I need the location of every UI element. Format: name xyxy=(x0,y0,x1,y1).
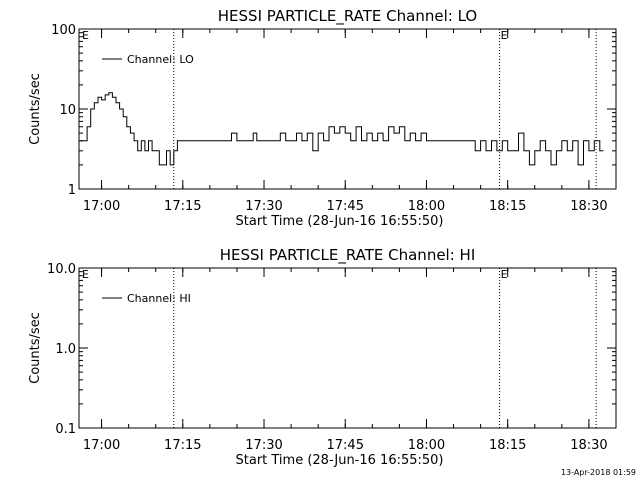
x-tick-label: 17:45 xyxy=(327,199,364,214)
y-tick-label: 100 xyxy=(51,23,76,38)
x-tick-label: 18:15 xyxy=(489,199,526,214)
y-tick-label: 1 xyxy=(68,183,76,198)
y-axis-label: Counts/sec xyxy=(28,73,43,145)
x-tick-label: 17:45 xyxy=(327,438,364,453)
x-tick-label: 17:15 xyxy=(164,199,201,214)
y-tick-label: 0.1 xyxy=(55,422,76,437)
x-axis-label: Start Time (28-Jun-16 16:55:50) xyxy=(236,453,444,468)
y-tick-label: 10 xyxy=(59,103,76,118)
event-marker-label: E xyxy=(501,268,508,281)
y-tick-label: 10.0 xyxy=(47,262,76,277)
corner-marker-label: E xyxy=(82,29,89,42)
x-axis-label: Start Time (28-Jun-16 16:55:50) xyxy=(236,214,444,229)
x-tick-label: 18:30 xyxy=(570,199,607,214)
chart-panel-2: HESSI PARTICLE_RATE Channel: HI 0.1 1.0 10.… xyxy=(28,246,617,468)
x-tick-label: 17:30 xyxy=(245,438,282,453)
y-tick-label: 1.0 xyxy=(55,342,76,357)
x-tick-label: 18:00 xyxy=(408,438,445,453)
chart-panel-1: HESSI PARTICLE_RATE Channel: LO 1 10 100 Cou… xyxy=(28,7,617,229)
footer-timestamp: 13-Apr-2018 01:59 xyxy=(561,468,636,477)
x-tick-label: 17:30 xyxy=(245,199,282,214)
event-marker-label: E xyxy=(501,29,508,42)
x-tick-label: 18:30 xyxy=(570,438,607,453)
x-tick-label: 18:00 xyxy=(408,199,445,214)
series-line-1 xyxy=(79,92,604,166)
y-axis-label: Counts/sec xyxy=(28,312,43,384)
x-tick-label: 18:15 xyxy=(489,438,526,453)
chart-title: HESSI PARTICLE_RATE Channel: HI xyxy=(220,246,476,265)
x-tick-label: 17:00 xyxy=(83,438,120,453)
corner-marker-label: E xyxy=(82,268,89,281)
legend-label: Channel: HI xyxy=(127,292,191,305)
x-tick-label: 17:15 xyxy=(164,438,201,453)
x-tick-label: 17:00 xyxy=(83,199,120,214)
legend-label: Channel: LO xyxy=(127,53,194,66)
chart-title: HESSI PARTICLE_RATE Channel: LO xyxy=(218,7,477,26)
